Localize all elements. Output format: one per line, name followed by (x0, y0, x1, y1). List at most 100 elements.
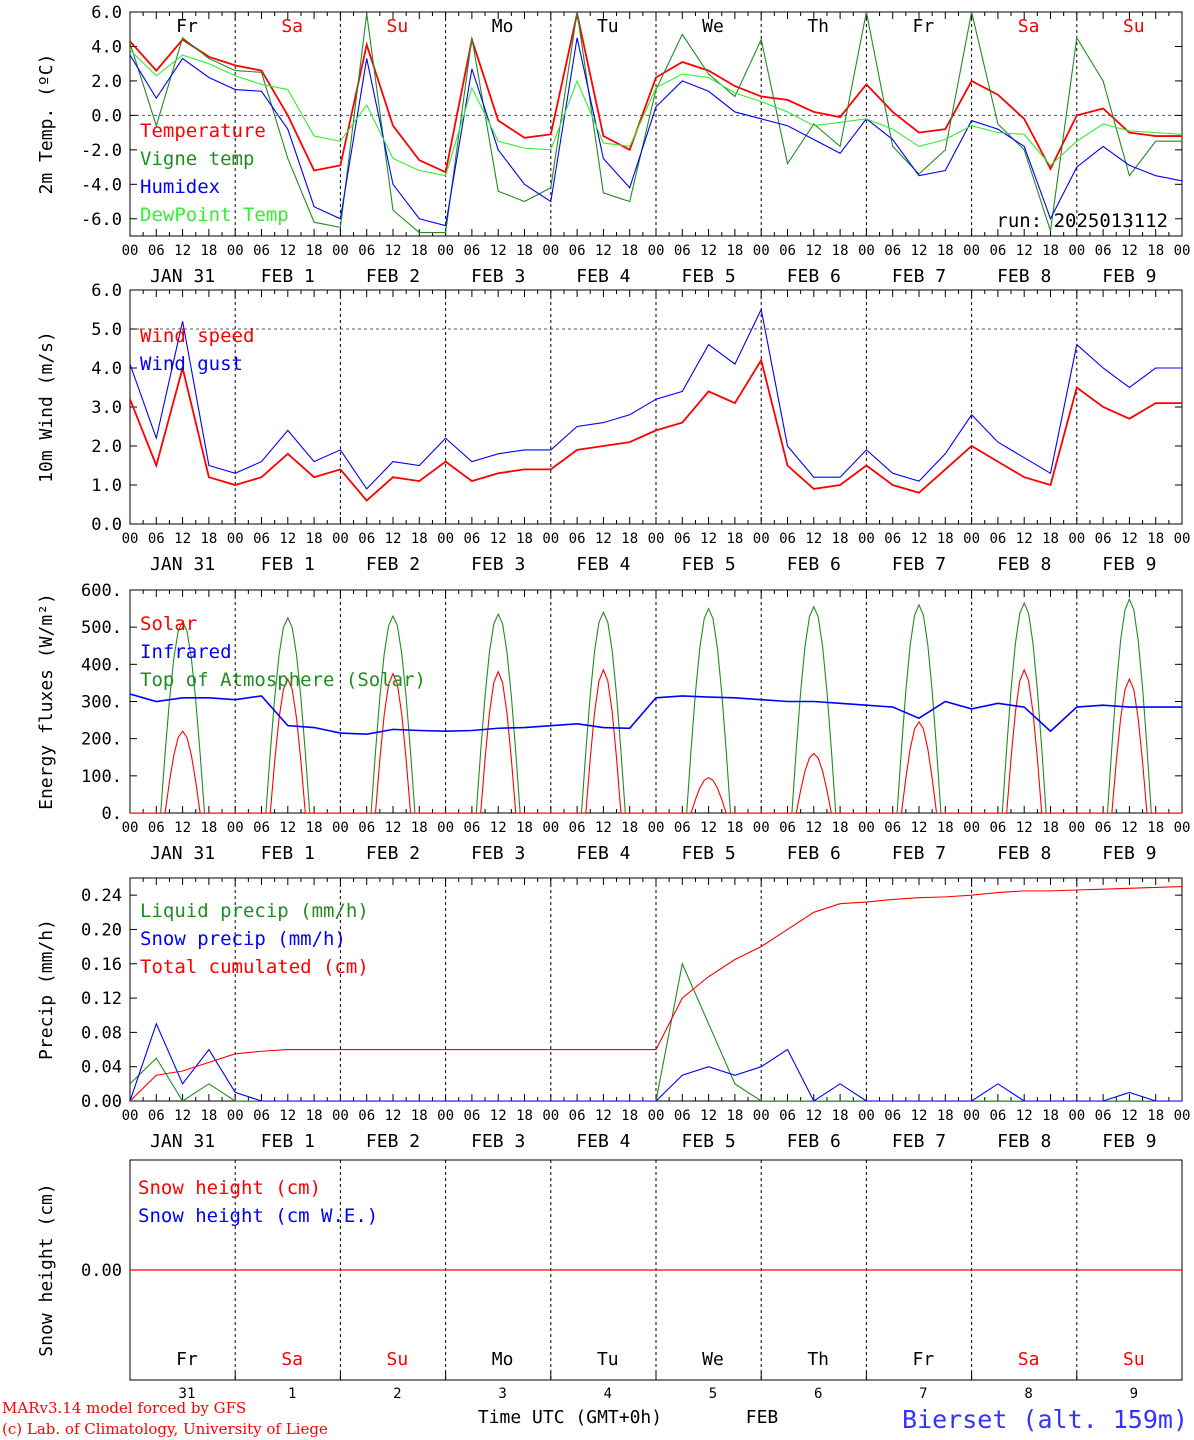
hour-tick-label: 06 (989, 820, 1006, 836)
series-solar (971, 668, 1077, 813)
date-label: FEB 9 (1102, 554, 1156, 575)
hour-tick-label: 06 (779, 243, 796, 259)
plot-frame (129, 589, 1183, 814)
hour-tick-label: 12 (1016, 531, 1033, 547)
hour-tick-label: 18 (516, 820, 533, 836)
hour-tick-label: 18 (621, 1108, 638, 1124)
hour-tick-label: 00 (648, 820, 665, 836)
hour-tick-label: 12 (805, 820, 822, 836)
date-label: JAN 31 (150, 266, 215, 287)
date-label: FEB 3 (471, 266, 525, 287)
hour-tick-label: 12 (385, 243, 402, 259)
y-axis-title: Energy fluxes (W/m²) (36, 593, 57, 810)
hour-tick-label: 06 (1095, 820, 1112, 836)
series-total-cumulated-cm- (130, 886, 1182, 1101)
footer: MARv3.14 model forced by GFS (c) Lab. of … (2, 1399, 1188, 1438)
hour-tick-label: 12 (174, 531, 191, 547)
hour-tick-label: 00 (858, 531, 875, 547)
series-toa-solar (761, 605, 867, 813)
hour-tick-label: 06 (569, 820, 586, 836)
hour-tick-label: 00 (542, 1108, 559, 1124)
hour-tick-label: 18 (1147, 820, 1164, 836)
hour-tick-label: 00 (542, 531, 559, 547)
hour-tick-label: 18 (937, 820, 954, 836)
y-tick-label: 6.0 (91, 281, 122, 301)
hour-tick-label: 18 (516, 531, 533, 547)
day-name-label: Su (387, 1349, 409, 1370)
y-tick-label: 6.0 (91, 3, 122, 23)
legend-entry: Infrared (140, 641, 232, 663)
date-label: FEB 4 (576, 266, 630, 287)
month-label: FEB (746, 1407, 779, 1428)
hour-tick-label: 12 (700, 1108, 717, 1124)
date-label: FEB 3 (471, 843, 525, 864)
y-tick-label: 200. (81, 730, 122, 750)
day-number-label: 1 (288, 1386, 296, 1402)
day-name-label: Sa (281, 1349, 303, 1370)
hour-tick-label: 18 (1042, 1108, 1059, 1124)
series-solar (550, 668, 656, 813)
hour-tick-label: 18 (937, 243, 954, 259)
series-wind-gust (130, 307, 1182, 490)
hour-tick-label: 00 (963, 1108, 980, 1124)
legend-entry: Liquid precip (mm/h) (140, 900, 369, 922)
hour-tick-label: 06 (253, 531, 270, 547)
hour-tick-label: 12 (911, 820, 928, 836)
date-label: JAN 31 (150, 554, 215, 575)
date-label: FEB 1 (261, 843, 315, 864)
hour-tick-label: 18 (726, 1108, 743, 1124)
series-infrared (130, 693, 1182, 736)
hour-tick-label: 00 (437, 243, 454, 259)
hour-tick-label: 06 (674, 1108, 691, 1124)
hour-tick-label: 18 (1147, 531, 1164, 547)
series-toa-solar (130, 620, 236, 813)
hour-tick-label: 06 (989, 243, 1006, 259)
series-layer (130, 12, 1182, 234)
hour-tick-label: 18 (516, 1108, 533, 1124)
hour-tick-label: 00 (1174, 531, 1191, 547)
hour-tick-label: 18 (200, 531, 217, 547)
hour-tick-label: 06 (1095, 243, 1112, 259)
day-name-label: Sa (1018, 1349, 1040, 1370)
day-name-label: Mo (492, 16, 514, 37)
hour-tick-label: 12 (174, 243, 191, 259)
date-label: FEB 2 (366, 266, 420, 287)
y-tick-label: 300. (81, 693, 122, 713)
hour-tick-label: 18 (1147, 1108, 1164, 1124)
day-name-label: We (702, 16, 724, 37)
hour-tick-label: 06 (884, 531, 901, 547)
hour-tick-label: 00 (1068, 243, 1085, 259)
series-solar (235, 677, 341, 813)
hour-tick-label: 06 (148, 1108, 165, 1124)
hour-tick-label: 00 (858, 820, 875, 836)
y-tick-label: 500. (81, 618, 122, 638)
hour-tick-label: 00 (122, 243, 139, 259)
hour-tick-label: 00 (1068, 531, 1085, 547)
hour-tick-label: 06 (148, 243, 165, 259)
y-tick-label: 4.0 (91, 359, 122, 379)
date-label: FEB 5 (682, 554, 736, 575)
y-tick-label: 2.0 (91, 72, 122, 92)
day-number-label: 2 (393, 1386, 401, 1402)
hour-tick-label: 18 (1042, 243, 1059, 259)
hour-tick-label: 18 (411, 820, 428, 836)
panel-3: 00 06 12 18 00 06 12 18 00 06 12 18 00 06 12 18 00 06 12 18… (36, 581, 1190, 864)
hour-tick-label: 12 (279, 531, 296, 547)
day-number-label: 5 (709, 1386, 717, 1402)
series-layer (130, 597, 1182, 813)
date-label: FEB 5 (682, 1131, 736, 1152)
hour-tick-label: 12 (595, 1108, 612, 1124)
hour-tick-label: 00 (542, 820, 559, 836)
y-axis-title: 10m Wind (m/s) (36, 331, 57, 483)
hour-tick-label: 06 (569, 531, 586, 547)
hour-tick-label: 06 (358, 1108, 375, 1124)
y-tick-label: 0.16 (81, 955, 122, 975)
hour-tick-label: 18 (306, 1108, 323, 1124)
series-toa-solar (550, 610, 656, 813)
hour-tick-label: 18 (200, 820, 217, 836)
hour-tick-label: 18 (832, 1108, 849, 1124)
date-label: FEB 2 (366, 1131, 420, 1152)
hour-tick-label: 06 (1095, 1108, 1112, 1124)
date-label: FEB 8 (997, 554, 1051, 575)
